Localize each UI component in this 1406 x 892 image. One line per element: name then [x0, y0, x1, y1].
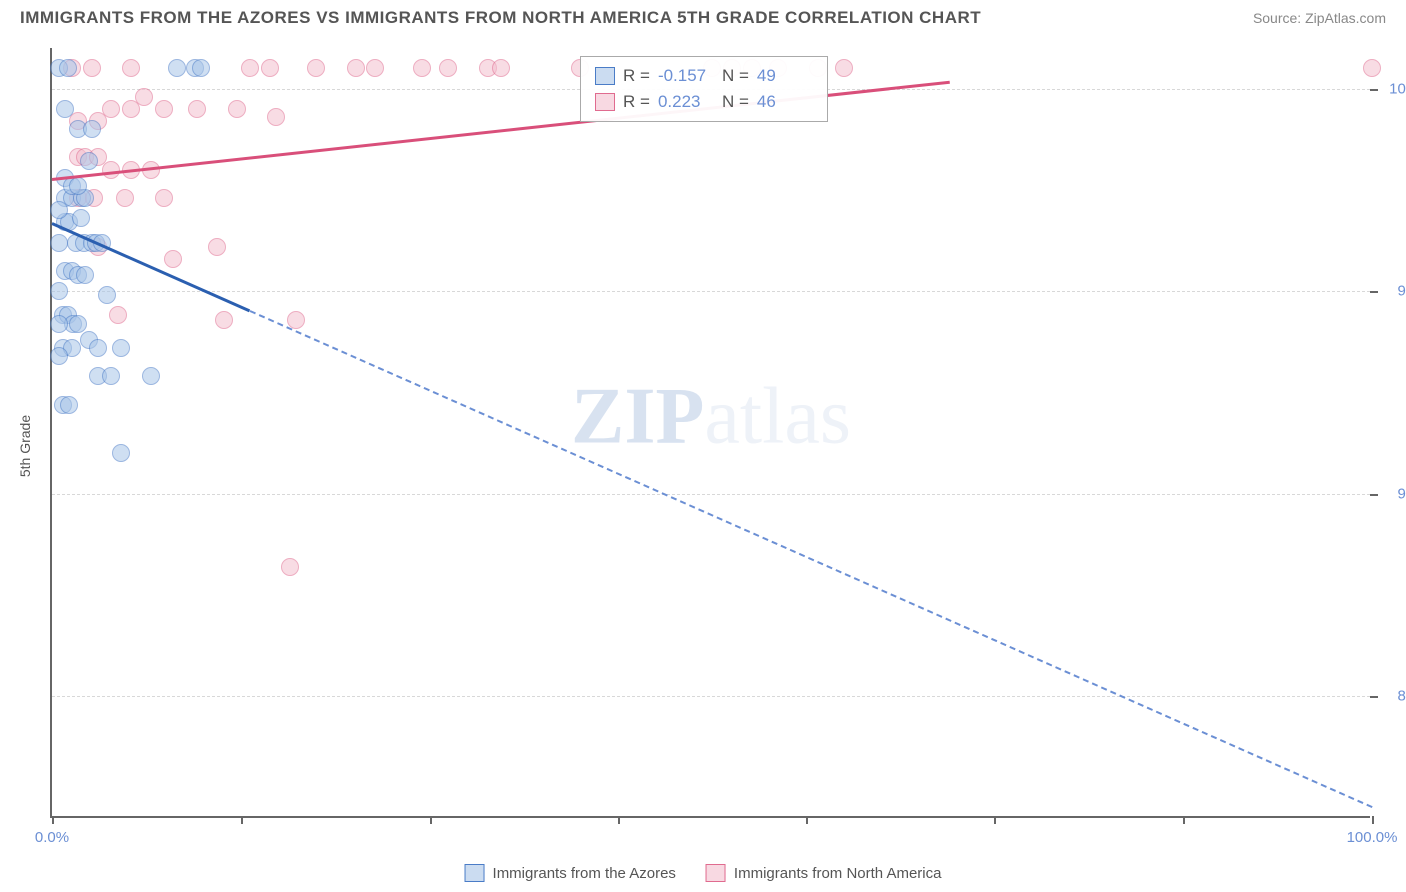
data-point — [155, 100, 173, 118]
data-point — [287, 311, 305, 329]
data-point — [192, 59, 210, 77]
n-label: N = — [722, 92, 749, 112]
data-point — [261, 59, 279, 77]
y-tick-label: 95.0% — [1397, 283, 1406, 300]
x-tick — [241, 816, 243, 824]
data-point — [122, 59, 140, 77]
data-point — [50, 347, 68, 365]
legend-label-blue: Immigrants from the Azores — [493, 865, 676, 882]
y-tick — [1370, 696, 1378, 698]
watermark-bold: ZIP — [571, 372, 704, 460]
gridline — [52, 696, 1370, 697]
x-tick — [806, 816, 808, 824]
data-point — [59, 59, 77, 77]
r-value-pink: 0.223 — [658, 92, 714, 112]
rn-row-pink: R = 0.223 N = 46 — [595, 89, 813, 115]
source-label: Source: ZipAtlas.com — [1253, 10, 1386, 26]
data-point — [135, 88, 153, 106]
data-point — [155, 189, 173, 207]
data-point — [188, 100, 206, 118]
y-tick — [1370, 89, 1378, 91]
y-tick-label: 85.0% — [1397, 688, 1406, 705]
gridline — [52, 494, 1370, 495]
chart-title: IMMIGRANTS FROM THE AZORES VS IMMIGRANTS… — [20, 8, 981, 28]
data-point — [60, 396, 78, 414]
data-point — [69, 315, 87, 333]
title-bar: IMMIGRANTS FROM THE AZORES VS IMMIGRANTS… — [0, 0, 1406, 32]
data-point — [168, 59, 186, 77]
data-point — [142, 367, 160, 385]
x-tick — [994, 816, 996, 824]
legend-item-blue: Immigrants from the Azores — [465, 860, 676, 886]
legend-item-pink: Immigrants from North America — [706, 860, 942, 886]
data-point — [83, 59, 101, 77]
data-point — [208, 238, 226, 256]
y-tick-label: 90.0% — [1397, 485, 1406, 502]
data-point — [102, 161, 120, 179]
data-point — [347, 59, 365, 77]
data-point — [102, 367, 120, 385]
swatch-blue — [465, 864, 485, 882]
r-value-blue: -0.157 — [658, 66, 714, 86]
data-point — [72, 209, 90, 227]
swatch-pink — [706, 864, 726, 882]
legend-label-pink: Immigrants from North America — [734, 865, 942, 882]
rn-row-blue: R = -0.157 N = 49 — [595, 63, 813, 89]
r-label: R = — [623, 92, 650, 112]
n-value-pink: 46 — [757, 92, 813, 112]
r-label: R = — [623, 66, 650, 86]
bottom-legend: Immigrants from the Azores Immigrants fr… — [465, 860, 942, 886]
data-point — [109, 306, 127, 324]
data-point — [112, 444, 130, 462]
x-tick — [52, 816, 54, 824]
y-axis-title: 5th Grade — [17, 415, 33, 477]
swatch-blue-small — [595, 67, 615, 85]
data-point — [366, 59, 384, 77]
y-tick — [1370, 494, 1378, 496]
watermark: ZIPatlas — [571, 371, 851, 462]
data-point — [492, 59, 510, 77]
data-point — [241, 59, 259, 77]
data-point — [116, 189, 134, 207]
y-tick-label: 100.0% — [1389, 80, 1406, 97]
data-point — [102, 100, 120, 118]
y-tick — [1370, 291, 1378, 293]
correlation-legend: R = -0.157 N = 49 R = 0.223 N = 46 — [580, 56, 828, 122]
x-tick — [1372, 816, 1374, 824]
data-point — [112, 339, 130, 357]
data-point — [1363, 59, 1381, 77]
x-tick — [1183, 816, 1185, 824]
data-point — [281, 558, 299, 576]
data-point — [56, 100, 74, 118]
data-point — [89, 339, 107, 357]
x-tick-label: 0.0% — [35, 829, 69, 846]
data-point — [98, 286, 116, 304]
data-point — [439, 59, 457, 77]
data-point — [69, 177, 87, 195]
x-tick-label: 100.0% — [1347, 829, 1398, 846]
data-point — [164, 250, 182, 268]
data-point — [50, 234, 68, 252]
data-point — [50, 201, 68, 219]
data-point — [83, 120, 101, 138]
data-point — [50, 282, 68, 300]
gridline — [52, 291, 1370, 292]
swatch-pink-small — [595, 93, 615, 111]
data-point — [413, 59, 431, 77]
data-point — [267, 108, 285, 126]
data-point — [835, 59, 853, 77]
x-tick — [430, 816, 432, 824]
n-value-blue: 49 — [757, 66, 813, 86]
x-tick — [618, 816, 620, 824]
data-point — [50, 315, 68, 333]
data-point — [228, 100, 246, 118]
data-point — [307, 59, 325, 77]
watermark-light: atlas — [704, 372, 851, 460]
trend-line — [250, 310, 1373, 808]
scatter-chart: ZIPatlas 85.0%90.0%95.0%100.0%0.0%100.0%… — [50, 48, 1370, 818]
data-point — [215, 311, 233, 329]
data-point — [80, 152, 98, 170]
data-point — [76, 266, 94, 284]
n-label: N = — [722, 66, 749, 86]
